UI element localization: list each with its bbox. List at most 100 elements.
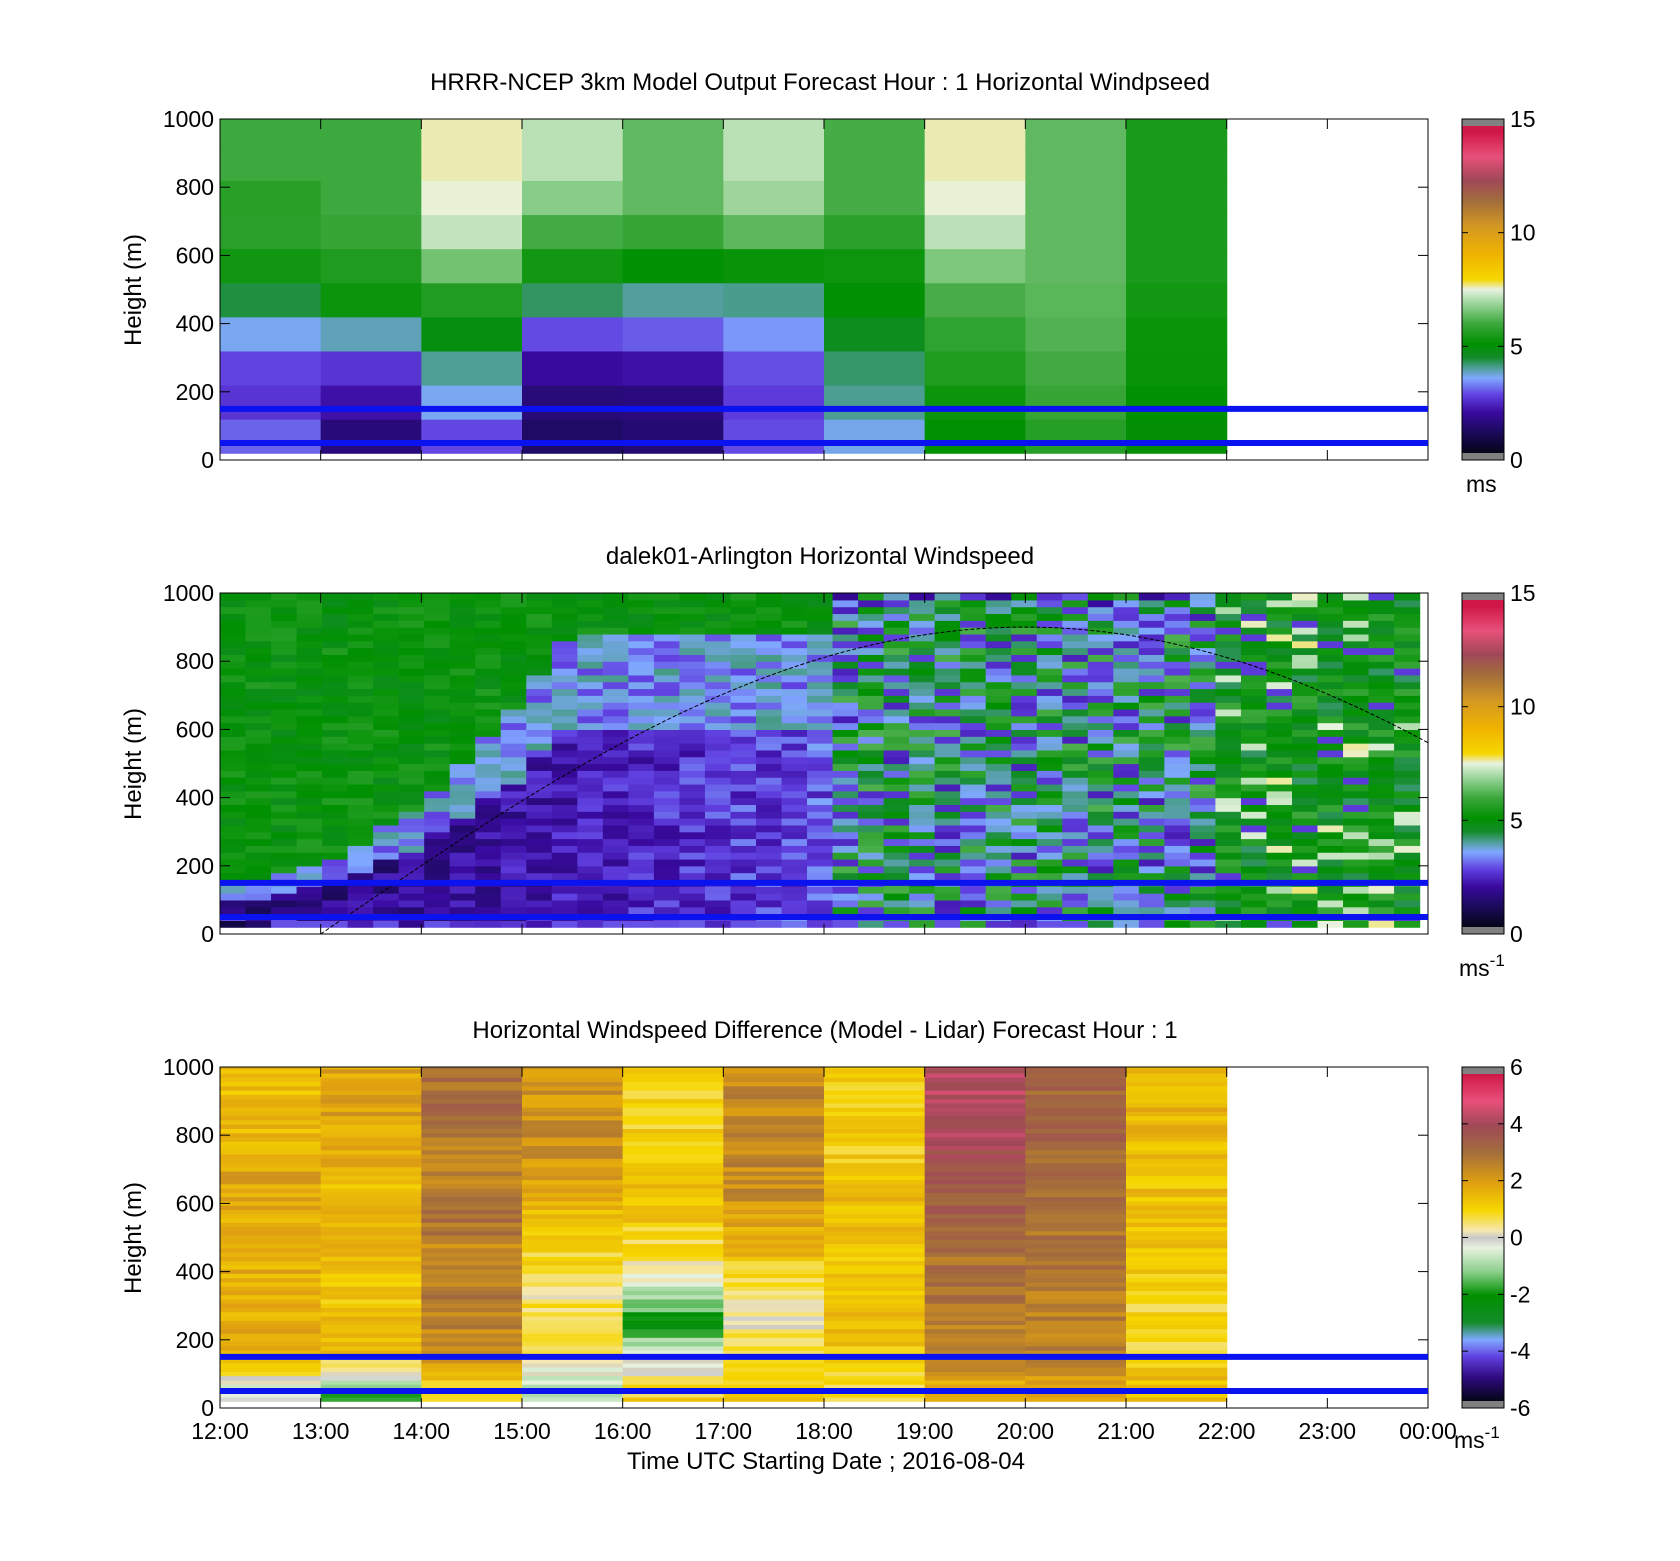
heatmap-cell [551, 845, 578, 853]
heatmap-cell [1317, 872, 1344, 881]
heatmap-cell [271, 620, 298, 628]
heatmap-cell [883, 647, 910, 655]
heatmap-cell [1025, 1111, 1127, 1117]
heatmap-cell [421, 1149, 523, 1155]
heatmap-cell [1368, 790, 1395, 799]
heatmap-cell [522, 1358, 624, 1364]
heatmap-cell [960, 688, 987, 696]
heatmap-cell [985, 708, 1012, 717]
heatmap-cell [551, 681, 578, 690]
heatmap-cell [421, 1217, 523, 1223]
heatmap-cell [824, 1396, 926, 1402]
heatmap-cell [296, 920, 323, 928]
heatmap-cell [373, 872, 400, 881]
heatmap-cell [960, 756, 987, 765]
heatmap-cell [449, 770, 476, 778]
heatmap-cell [602, 695, 629, 703]
heatmap-cell [421, 1175, 523, 1181]
heatmap-cell [245, 668, 272, 676]
heatmap-cell [245, 722, 272, 730]
heatmap-cell [934, 633, 961, 642]
heatmap-cell [1266, 906, 1293, 915]
heatmap-cell [679, 647, 706, 655]
heatmap-cell [1343, 633, 1370, 642]
heatmap-cell [807, 722, 834, 730]
heatmap-cell [1138, 640, 1165, 649]
heatmap-cell [1394, 661, 1421, 669]
heatmap-cell [475, 838, 502, 846]
heatmap-cell [1317, 858, 1344, 867]
heatmap-cell [1368, 633, 1395, 642]
heatmap-cell [1025, 1226, 1127, 1232]
heatmap-cell [424, 824, 451, 833]
heatmap-cell [1025, 1149, 1127, 1155]
heatmap-cell [1317, 722, 1344, 730]
heatmap-cell [551, 906, 578, 915]
heatmap-cell [858, 661, 885, 669]
heatmap-cell [1126, 1077, 1228, 1083]
heatmap-cell [628, 661, 655, 669]
heatmap-cell [924, 282, 1026, 318]
heatmap-cell [320, 214, 422, 250]
heatmap-cell [909, 702, 936, 710]
heatmap-cell [421, 119, 523, 147]
heatmap-cell [723, 1183, 825, 1189]
heatmap-cell [781, 886, 808, 894]
heatmap-cell [449, 831, 476, 840]
heatmap-cell [1240, 858, 1268, 867]
heatmap-cell [960, 838, 987, 846]
heatmap-cell [220, 620, 247, 628]
heatmap-cell [220, 920, 247, 928]
heatmap-cell [424, 906, 451, 915]
heatmap-cell [320, 1324, 422, 1330]
heatmap-cell [500, 654, 527, 662]
heatmap-cell [522, 384, 624, 420]
heatmap-cell [934, 872, 961, 881]
heatmap-cell [322, 695, 349, 703]
heatmap-cell [1317, 688, 1344, 696]
heatmap-cell [924, 1273, 1026, 1279]
y-tick-label: 200 [176, 379, 214, 405]
heatmap-cell [526, 661, 553, 669]
heatmap-cell [704, 804, 732, 812]
heatmap-cell [322, 722, 349, 730]
heatmap-cell [883, 763, 910, 771]
heatmap-cell [1025, 1077, 1127, 1083]
heatmap-cell [522, 1243, 624, 1249]
heatmap-cell [1343, 845, 1370, 853]
heatmap-cell [824, 1085, 926, 1091]
heatmap-cell [679, 613, 706, 621]
heatmap-cell [421, 1128, 523, 1134]
heatmap-cell [1138, 852, 1165, 860]
heatmap-cell [320, 1183, 422, 1189]
heatmap-cell [1317, 620, 1344, 628]
heatmap-cell [220, 1396, 322, 1402]
heatmap-cell [1126, 1286, 1228, 1291]
heatmap-cell [220, 180, 322, 216]
heatmap-cell [1126, 1171, 1228, 1176]
heatmap-cell [653, 613, 681, 621]
heatmap-cell [526, 756, 553, 765]
heatmap-cell [1113, 729, 1140, 737]
heatmap-cell [421, 1303, 523, 1308]
heatmap-cell [245, 743, 272, 751]
heatmap-cell [1126, 1205, 1228, 1210]
heatmap-cell [622, 146, 724, 181]
heatmap-cell [883, 906, 910, 915]
heatmap-cell [824, 1379, 926, 1385]
heatmap-cell [245, 865, 272, 874]
heatmap-cell [522, 1200, 624, 1206]
heatmap-cell [960, 906, 987, 915]
heatmap-cell [1087, 906, 1114, 915]
heatmap-cell [1025, 1145, 1127, 1151]
heatmap-cell [220, 858, 247, 867]
heatmap-cell [883, 824, 910, 833]
heatmap-cell [824, 316, 926, 352]
heatmap-cell [1317, 838, 1344, 846]
heatmap-cell [1025, 1358, 1127, 1364]
heatmap-cell [602, 736, 629, 744]
heatmap-cell [723, 1367, 825, 1372]
heatmap-cell [398, 804, 425, 812]
heatmap-cell [824, 119, 926, 147]
heatmap-cell [858, 729, 885, 737]
